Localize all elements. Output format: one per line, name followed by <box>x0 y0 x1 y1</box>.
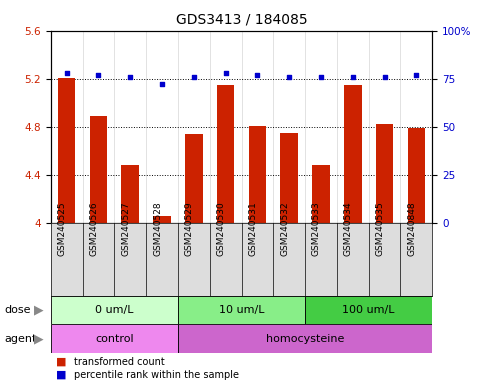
Bar <box>51 324 178 353</box>
Bar <box>51 296 178 324</box>
Text: transformed count: transformed count <box>74 357 165 367</box>
Point <box>95 72 102 78</box>
Text: GDS3413 / 184085: GDS3413 / 184085 <box>176 13 307 27</box>
Text: ▶: ▶ <box>34 333 43 345</box>
Text: GSM240535: GSM240535 <box>376 201 384 256</box>
Text: GSM240526: GSM240526 <box>89 201 99 256</box>
Point <box>412 72 420 78</box>
Text: ▶: ▶ <box>34 304 43 316</box>
Bar <box>121 165 139 384</box>
Point <box>127 74 134 80</box>
Text: 0 um/L: 0 um/L <box>95 305 134 315</box>
Text: GSM240533: GSM240533 <box>312 201 321 256</box>
Bar <box>281 133 298 384</box>
Text: 100 um/L: 100 um/L <box>342 305 395 315</box>
Point <box>349 74 356 80</box>
Point <box>158 81 166 88</box>
Text: dose: dose <box>5 305 31 315</box>
Text: GSM240527: GSM240527 <box>121 201 130 256</box>
Text: GSM240530: GSM240530 <box>216 201 226 256</box>
Text: agent: agent <box>5 334 37 344</box>
Text: control: control <box>95 334 134 344</box>
Point <box>317 74 325 80</box>
Text: GSM240525: GSM240525 <box>57 201 67 256</box>
Point <box>190 74 198 80</box>
Bar <box>376 124 393 384</box>
Text: GSM240534: GSM240534 <box>344 201 353 256</box>
Bar <box>249 126 266 384</box>
Text: GSM240529: GSM240529 <box>185 201 194 256</box>
Text: 10 um/L: 10 um/L <box>219 305 264 315</box>
Text: GSM240848: GSM240848 <box>407 201 416 256</box>
Text: GSM240531: GSM240531 <box>248 201 257 256</box>
Point <box>63 70 71 76</box>
Text: GSM240532: GSM240532 <box>280 201 289 256</box>
Bar <box>408 128 425 384</box>
Bar <box>178 296 305 324</box>
Bar <box>178 324 432 353</box>
Point <box>285 74 293 80</box>
Text: ■: ■ <box>56 357 66 367</box>
Bar <box>217 85 234 384</box>
Bar <box>153 215 171 384</box>
Text: homocysteine: homocysteine <box>266 334 344 344</box>
Bar <box>58 78 75 384</box>
Bar <box>90 116 107 384</box>
Bar <box>344 85 362 384</box>
Point <box>381 74 388 80</box>
Point <box>254 72 261 78</box>
Bar <box>305 296 432 324</box>
Bar <box>312 165 330 384</box>
Bar <box>185 134 202 384</box>
Text: ■: ■ <box>56 370 66 380</box>
Text: percentile rank within the sample: percentile rank within the sample <box>74 370 239 380</box>
Point <box>222 70 229 76</box>
Text: GSM240528: GSM240528 <box>153 201 162 256</box>
